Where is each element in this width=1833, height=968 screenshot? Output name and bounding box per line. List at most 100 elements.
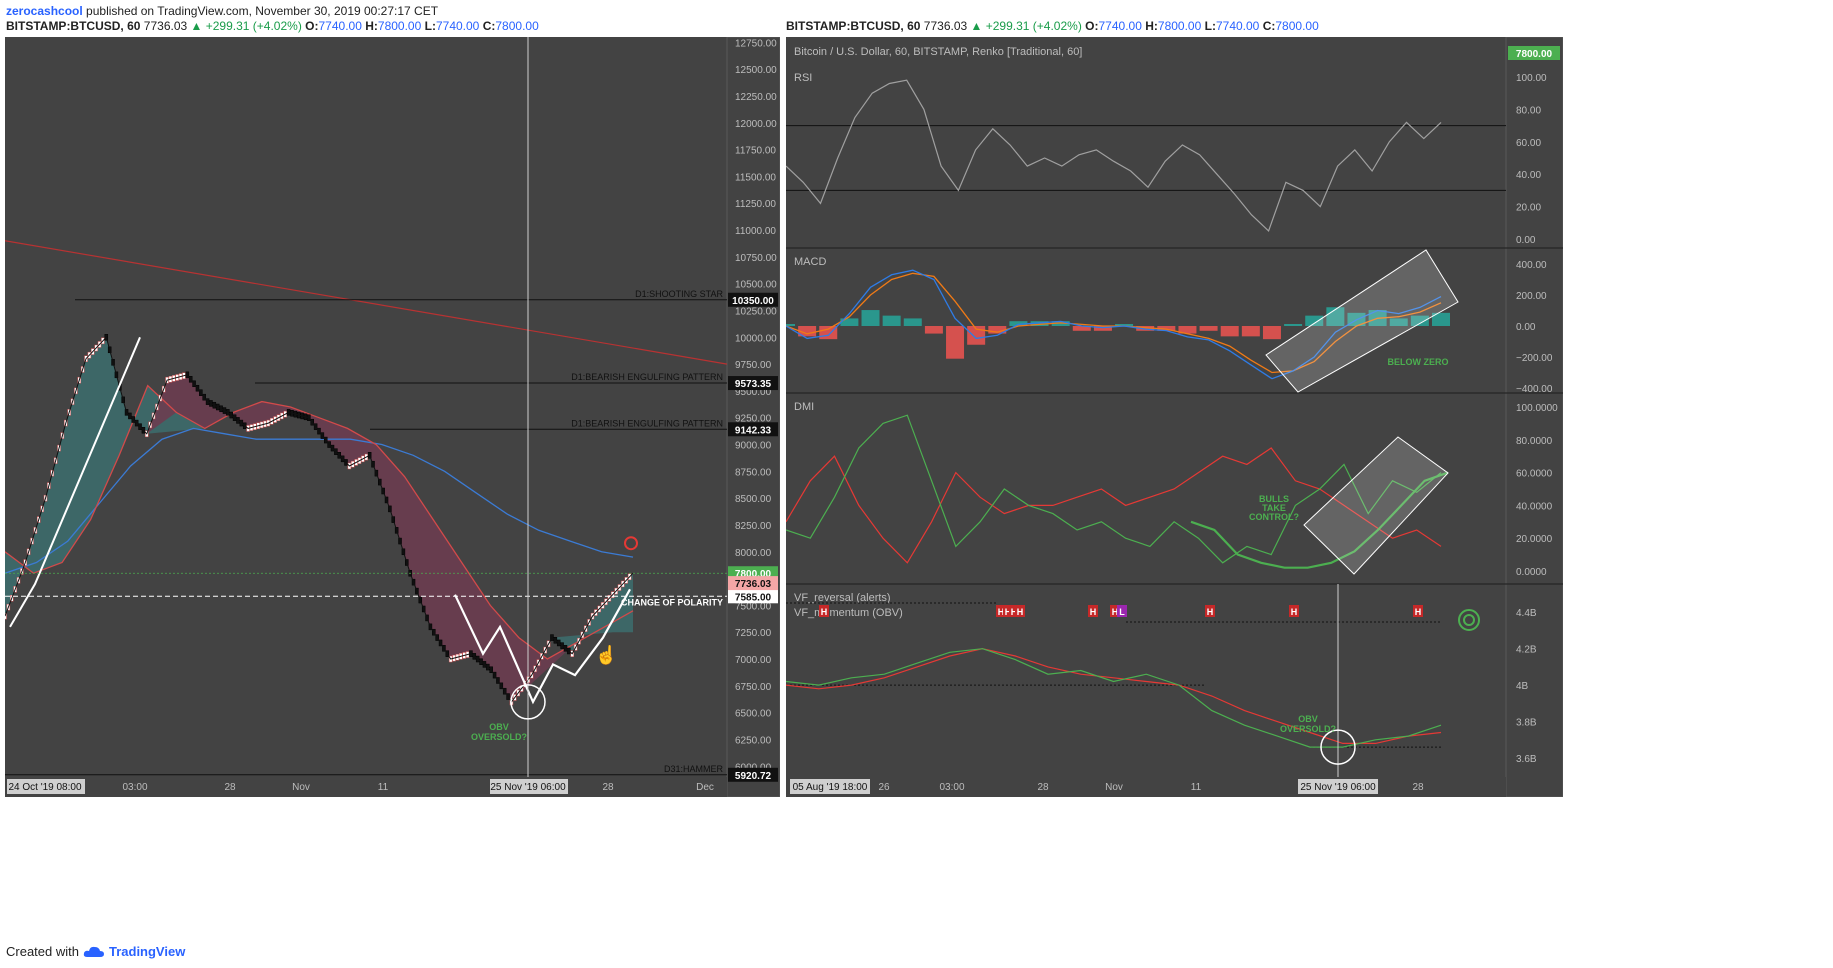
- price-tag-bg: [728, 376, 778, 391]
- alert-marker-label: H: [1207, 607, 1214, 617]
- indicator-axis: [1505, 37, 1563, 797]
- renko-price-chart[interactable]: 12750.00 12500.00 12250.00 12000.00 11750.00…: [5, 37, 780, 797]
- macd-histogram-bar: [1432, 312, 1450, 326]
- highlight-box: [1265, 249, 1459, 393]
- right-symbol-header: BITSTAMP:BTCUSD, 60 7736.03 ▲ +299.31 (+…: [786, 19, 1319, 33]
- annotation-text: BULLS: [1259, 494, 1289, 504]
- annotation-text: OBV: [1298, 714, 1318, 724]
- time-axis: [786, 777, 1506, 797]
- x-tick-label: 25 Nov '19 06:00: [1300, 782, 1376, 793]
- alert-marker-bg: [1205, 605, 1215, 617]
- price-tag-bg: [1508, 46, 1560, 60]
- y-tick-label: 4.2B: [1516, 645, 1537, 656]
- annotation-text: OBV: [489, 722, 509, 732]
- y-tick-label: 10500.00: [735, 280, 777, 291]
- y-tick-label: 10250.00: [735, 306, 777, 317]
- x-tick-label: 11: [1191, 782, 1202, 793]
- alert-marker-label: H: [1112, 607, 1119, 617]
- macd-histogram-bar: [946, 326, 965, 359]
- price-axis: [726, 37, 780, 797]
- indicator-label-macd: MACD: [794, 256, 826, 268]
- tradingview-brand[interactable]: TradingView: [108, 944, 186, 959]
- alert-marker-label: H: [1017, 607, 1024, 617]
- macd-histogram-bar: [1178, 326, 1197, 334]
- y-tick-label: 8250.00: [735, 521, 772, 532]
- macd-histogram-bar: [786, 324, 795, 326]
- price-tag-label: 9142.33: [735, 425, 772, 436]
- price-tag-bg: [728, 767, 778, 782]
- macd-histogram-bar: [1051, 321, 1070, 326]
- alert-marker-label: H: [1415, 607, 1422, 617]
- indicator-label-rsi: RSI: [794, 72, 812, 84]
- price-tag-bg: [728, 576, 778, 591]
- macd-histogram-bar: [1220, 326, 1239, 337]
- publish-line: zerocashcool published on TradingView.co…: [6, 4, 438, 18]
- y-tick-label: 60.0000: [1516, 469, 1553, 480]
- level-label: D1:BEARISH ENGULFING PATTERN: [571, 418, 723, 428]
- created-with-label: Created with: [6, 944, 79, 959]
- y-tick-label: 7500.00: [735, 601, 772, 612]
- y-tick-label: 9250.00: [735, 414, 772, 425]
- macd-histogram-bar: [1284, 324, 1303, 326]
- y-tick-label: 8750.00: [735, 467, 772, 478]
- macd-histogram-bar: [903, 318, 922, 326]
- y-tick-label: −400.00: [1516, 384, 1553, 395]
- y-tick-label: 400.00: [1516, 260, 1547, 271]
- symbol-label: BITSTAMP:BTCUSD, 60: [786, 19, 921, 33]
- macd-histogram-bar: [798, 326, 817, 337]
- x-tick-label: 26: [878, 782, 890, 793]
- macd-histogram-bar: [1136, 326, 1155, 331]
- y-tick-label: 60.00: [1516, 138, 1541, 149]
- y-tick-label: 9750.00: [735, 360, 772, 371]
- symbol-label: BITSTAMP:BTCUSD, 60: [6, 19, 141, 33]
- oversold-highlight-circle: [510, 684, 546, 720]
- oversold-highlight-circle: [1320, 729, 1356, 765]
- macd-histogram-bar: [1157, 326, 1176, 331]
- macd-histogram-bar: [924, 326, 943, 334]
- indicator-chart-panel[interactable]: [786, 37, 1563, 797]
- y-tick-label: 11250.00: [735, 199, 776, 210]
- alert-marker-label: L: [1119, 607, 1125, 617]
- y-tick-label: 40.00: [1516, 170, 1541, 181]
- y-tick-label: 12000.00: [735, 119, 777, 130]
- y-tick-label: 3.8B: [1516, 718, 1537, 729]
- target-icon-inner: [1463, 614, 1475, 626]
- alert-marker-label: H: [1090, 607, 1097, 617]
- tradingview-cloud-icon: [83, 946, 104, 957]
- time-tag-bg: [7, 779, 85, 794]
- macd-histogram-bar: [1241, 326, 1260, 337]
- y-tick-label: 0.00: [1516, 322, 1536, 333]
- price-tag-bg: [728, 422, 778, 437]
- y-tick-label: 0.0000: [1516, 567, 1547, 578]
- y-tick-label: 20.0000: [1516, 534, 1553, 545]
- indicator-charts[interactable]: Bitcoin / U.S. Dollar, 60, BITSTAMP, Ren…: [786, 37, 1563, 797]
- rsi-line: [786, 79, 1442, 232]
- y-tick-label: −200.00: [1516, 353, 1553, 364]
- x-tick-label: 28: [602, 782, 614, 793]
- x-tick-label: 28: [1037, 782, 1049, 793]
- macd-signal-line: [786, 272, 1442, 374]
- hand-cursor-icon: ☝: [595, 644, 617, 666]
- y-tick-label: 11500.00: [735, 172, 776, 183]
- annotation-text: OVERSOLD?: [471, 732, 527, 742]
- y-tick-label: 20.00: [1516, 203, 1541, 214]
- low-value: 7740.00: [435, 19, 480, 33]
- alert-marker-label: H: [1011, 607, 1018, 617]
- price-tag-bg: [728, 292, 778, 307]
- last-price: 7736.03: [143, 19, 188, 33]
- high-value: 7800.00: [377, 19, 422, 33]
- left-symbol-header: BITSTAMP:BTCUSD, 60 7736.03 ▲ +299.31 (+…: [6, 19, 539, 33]
- y-tick-label: 0.00: [1516, 235, 1536, 246]
- price-tag-label: 5920.72: [735, 771, 772, 782]
- author-name[interactable]: zerocashcool: [6, 4, 83, 18]
- macd-line: [786, 269, 1442, 380]
- chart-title: Bitcoin / U.S. Dollar, 60, BITSTAMP, Ren…: [794, 46, 1082, 58]
- price-tag-label: 7585.00: [735, 592, 772, 603]
- macd-histogram-bar: [1030, 321, 1049, 326]
- open-value: 7740.00: [1098, 19, 1142, 33]
- change-value: ▲ +299.31 (+4.02%): [970, 19, 1082, 33]
- obv-line: [786, 648, 1442, 748]
- macd-histogram-bar: [1115, 324, 1134, 326]
- macd-histogram-bar: [1199, 326, 1218, 331]
- plus-di-line: [786, 414, 1442, 564]
